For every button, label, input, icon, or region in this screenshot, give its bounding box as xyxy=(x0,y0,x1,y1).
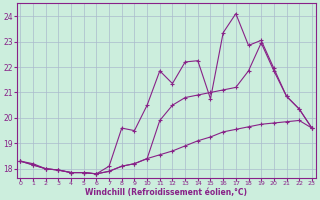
X-axis label: Windchill (Refroidissement éolien,°C): Windchill (Refroidissement éolien,°C) xyxy=(85,188,247,197)
